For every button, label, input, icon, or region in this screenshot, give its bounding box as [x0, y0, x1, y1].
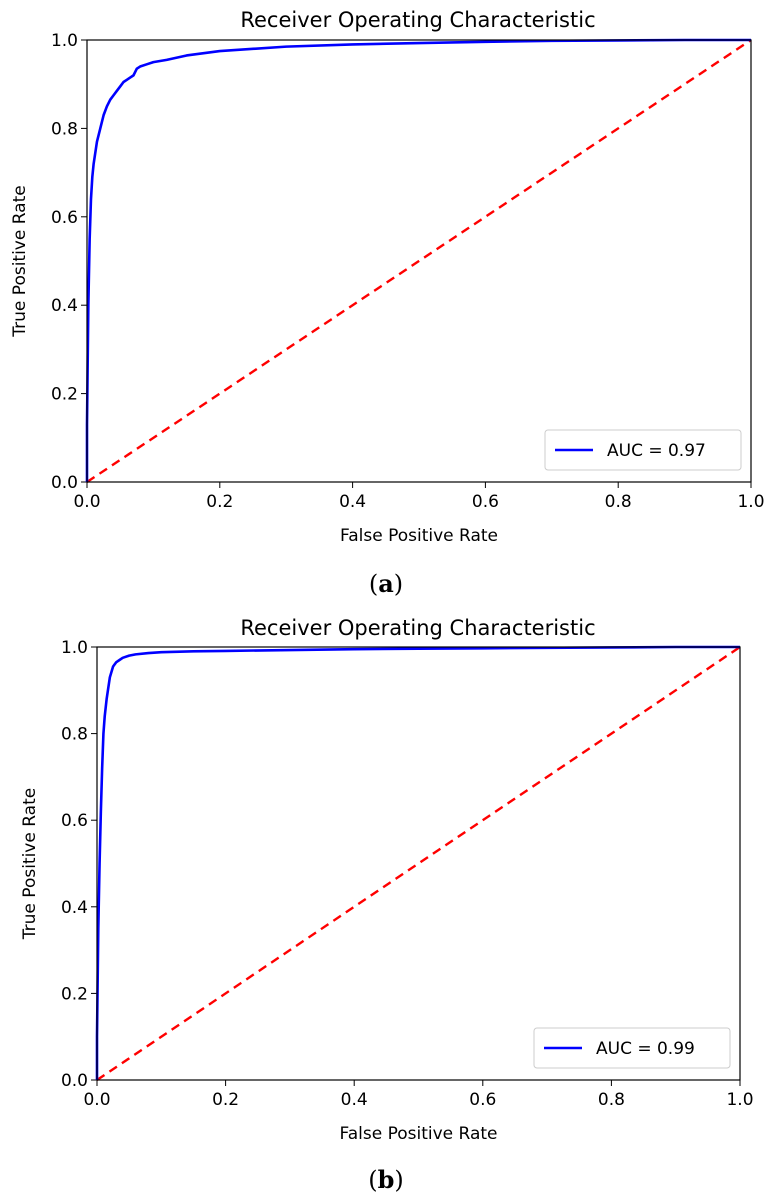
y-tick-label: 0.0	[51, 473, 78, 493]
chart-title: Receiver Operating Characteristic	[240, 616, 595, 640]
y-tick-labels: 0.0 0.2 0.4 0.6 0.8 1.0	[51, 31, 78, 493]
caption-open-paren: (	[369, 570, 378, 598]
y-tick-label: 0.8	[61, 725, 88, 745]
y-tick-label: 0.8	[51, 119, 78, 139]
caption-letter: a	[378, 569, 394, 598]
caption-close-paren: )	[394, 1166, 403, 1194]
tick-marks	[81, 39, 752, 488]
y-tick-label: 0.2	[51, 385, 78, 405]
y-axis-label: True Positive Rate	[10, 185, 30, 337]
legend-box	[533, 1027, 731, 1069]
chance-diagonal-line	[86, 39, 752, 483]
roc-curve-line	[85, 38, 751, 482]
legend: AUC = 0.99	[533, 1027, 731, 1069]
chart-title: Receiver Operating Characteristic	[240, 8, 595, 32]
x-tick-label: 0.8	[598, 1090, 625, 1110]
x-tick-labels: 0.0 0.2 0.4 0.6 0.8 1.0	[73, 492, 764, 512]
y-tick-label: 1.0	[61, 638, 88, 658]
x-tick-label: 1.0	[726, 1090, 753, 1110]
y-tick-labels: 0.0 0.2 0.4 0.6 0.8 1.0	[61, 638, 88, 1091]
caption-close-paren: )	[394, 570, 403, 598]
x-tick-label: 0.6	[469, 1090, 496, 1110]
y-tick-label: 1.0	[51, 31, 78, 51]
roc-curve-line	[95, 645, 740, 1080]
legend-label: AUC = 0.97	[607, 441, 706, 461]
y-axis-label: True Positive Rate	[20, 788, 40, 940]
legend-box	[544, 429, 742, 471]
roc-chart-a: Receiver Operating Characteristic 0.0 0.…	[10, 8, 765, 598]
x-axis-label: False Positive Rate	[340, 526, 498, 546]
x-tick-label: 0.0	[83, 1090, 110, 1110]
y-tick-label: 0.4	[61, 898, 88, 918]
y-tick-label: 0.6	[61, 811, 88, 831]
y-tick-label: 0.6	[51, 208, 78, 228]
x-tick-label: 0.0	[73, 492, 100, 512]
y-tick-label: 0.2	[61, 984, 88, 1004]
y-tick-label: 0.4	[51, 296, 78, 316]
plot-frame	[96, 646, 741, 1081]
caption-open-paren: (	[368, 1166, 377, 1194]
legend: AUC = 0.97	[544, 429, 742, 471]
caption-letter: b	[378, 1165, 395, 1194]
x-tick-label: 0.2	[206, 492, 233, 512]
x-tick-label: 0.4	[341, 1090, 368, 1110]
chance-diagonal-line	[96, 646, 741, 1081]
tick-marks	[91, 646, 741, 1086]
plot-frame	[86, 39, 752, 483]
panel-caption: (b)	[368, 1165, 404, 1194]
x-tick-label: 1.0	[737, 492, 764, 512]
y-tick-label: 0.0	[61, 1071, 88, 1091]
roc-chart-b: Receiver Operating Characteristic 0.0 0.…	[20, 616, 754, 1194]
panel-caption: (a)	[369, 569, 403, 598]
x-tick-label: 0.2	[212, 1090, 239, 1110]
legend-label: AUC = 0.99	[596, 1039, 695, 1059]
x-tick-label: 0.4	[339, 492, 366, 512]
x-axis-label: False Positive Rate	[340, 1124, 498, 1144]
x-tick-label: 0.8	[605, 492, 632, 512]
x-tick-labels: 0.0 0.2 0.4 0.6 0.8 1.0	[83, 1090, 753, 1110]
x-tick-label: 0.6	[472, 492, 499, 512]
